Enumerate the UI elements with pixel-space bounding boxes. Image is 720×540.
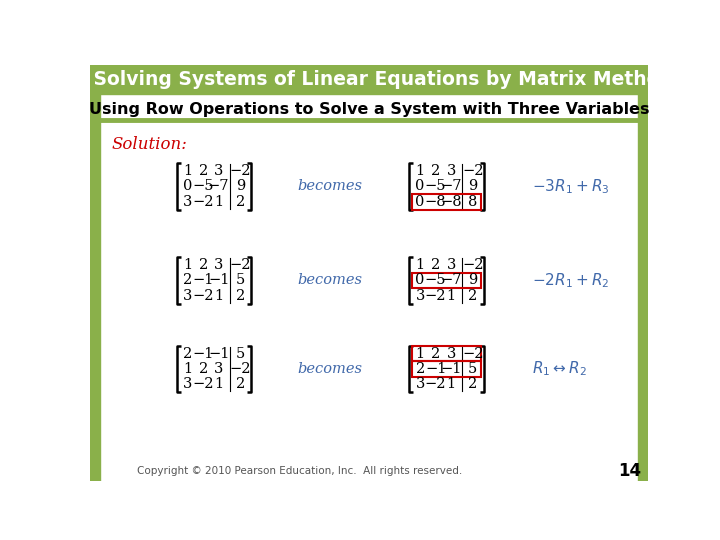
Text: −2: −2: [230, 258, 251, 272]
Text: −5: −5: [425, 179, 446, 193]
Text: 1: 1: [415, 258, 425, 272]
Text: −5: −5: [192, 179, 214, 193]
Text: 2: 2: [235, 195, 245, 209]
Text: 2: 2: [235, 377, 245, 392]
Text: 3: 3: [183, 377, 192, 392]
Text: becomes: becomes: [298, 273, 363, 287]
Text: $-3R_1 + R_3$: $-3R_1 + R_3$: [532, 177, 609, 196]
Text: −2: −2: [192, 195, 214, 209]
Text: 5: 5: [235, 347, 245, 361]
Text: 5: 5: [235, 273, 245, 287]
Text: 2: 2: [468, 289, 477, 303]
Text: 1: 1: [214, 289, 223, 303]
Text: 5: 5: [468, 362, 477, 376]
Text: 2: 2: [431, 164, 440, 178]
Text: −2: −2: [462, 347, 484, 361]
Text: 1: 1: [183, 164, 192, 178]
Text: 2: 2: [468, 377, 477, 392]
Text: 3: 3: [183, 289, 192, 303]
Text: 3: 3: [214, 362, 223, 376]
Text: −1: −1: [441, 362, 462, 376]
Text: 5.4 Solving Systems of Linear Equations by Matrix Methods: 5.4 Solving Systems of Linear Equations …: [54, 70, 684, 89]
Bar: [413, 194, 481, 210]
Text: −2: −2: [230, 164, 251, 178]
Text: 0: 0: [183, 179, 192, 193]
Text: −1: −1: [192, 273, 214, 287]
Text: Using Row Operations to Solve a System with Three Variables: Using Row Operations to Solve a System w…: [89, 102, 649, 117]
Text: 1: 1: [415, 347, 425, 361]
Text: 0: 0: [415, 195, 425, 209]
Text: becomes: becomes: [298, 362, 363, 376]
Text: −2: −2: [462, 164, 484, 178]
Text: 2: 2: [431, 347, 440, 361]
Text: $-2R_1 + R_2$: $-2R_1 + R_2$: [532, 271, 609, 290]
Text: 0: 0: [415, 273, 425, 287]
Bar: [413, 346, 481, 361]
Text: −1: −1: [208, 273, 230, 287]
Text: 1: 1: [183, 258, 192, 272]
Text: 1: 1: [214, 195, 223, 209]
Text: −1: −1: [192, 347, 214, 361]
Text: 3: 3: [415, 377, 425, 392]
Text: −2: −2: [230, 362, 251, 376]
Text: 1: 1: [415, 164, 425, 178]
Text: 3: 3: [214, 164, 223, 178]
Text: 9: 9: [468, 179, 477, 193]
Text: −2: −2: [462, 258, 484, 272]
Text: becomes: becomes: [298, 179, 363, 193]
Text: 14: 14: [618, 462, 641, 481]
Text: 3: 3: [214, 258, 223, 272]
Text: 3: 3: [183, 195, 192, 209]
Text: 3: 3: [446, 258, 456, 272]
Text: 2: 2: [183, 273, 192, 287]
Text: Copyright © 2010 Pearson Education, Inc.  All rights reserved.: Copyright © 2010 Pearson Education, Inc.…: [137, 467, 462, 476]
Text: 2: 2: [431, 258, 440, 272]
Text: 9: 9: [235, 179, 245, 193]
Bar: [90, 65, 100, 481]
Text: 0: 0: [415, 179, 425, 193]
Text: −7: −7: [208, 179, 230, 193]
Text: 1: 1: [446, 289, 456, 303]
Text: −8: −8: [441, 195, 462, 209]
Text: 2: 2: [415, 362, 425, 376]
Text: −8: −8: [425, 195, 446, 209]
Text: −2: −2: [192, 289, 214, 303]
Text: 1: 1: [183, 362, 192, 376]
Bar: [413, 361, 481, 377]
Bar: [638, 65, 648, 481]
Text: −2: −2: [425, 289, 446, 303]
Text: 2: 2: [199, 164, 208, 178]
Text: −2: −2: [425, 377, 446, 392]
Text: −1: −1: [425, 362, 446, 376]
Text: −2: −2: [192, 377, 214, 392]
Text: Solution:: Solution:: [112, 136, 188, 153]
Text: 3: 3: [415, 289, 425, 303]
Text: −7: −7: [441, 179, 462, 193]
Text: 2: 2: [199, 362, 208, 376]
Text: $R_1 \leftrightarrow R_2$: $R_1 \leftrightarrow R_2$: [532, 360, 587, 379]
Text: 3: 3: [446, 347, 456, 361]
Text: 8: 8: [468, 195, 477, 209]
Text: 9: 9: [468, 273, 477, 287]
Bar: [90, 65, 648, 94]
Text: 3: 3: [446, 164, 456, 178]
Text: 2: 2: [199, 258, 208, 272]
Text: 1: 1: [446, 377, 456, 392]
Text: 2: 2: [183, 347, 192, 361]
Text: −5: −5: [425, 273, 446, 287]
Text: 1: 1: [214, 377, 223, 392]
Bar: [413, 273, 481, 288]
Text: −1: −1: [208, 347, 230, 361]
Text: 2: 2: [235, 289, 245, 303]
Text: −7: −7: [441, 273, 462, 287]
